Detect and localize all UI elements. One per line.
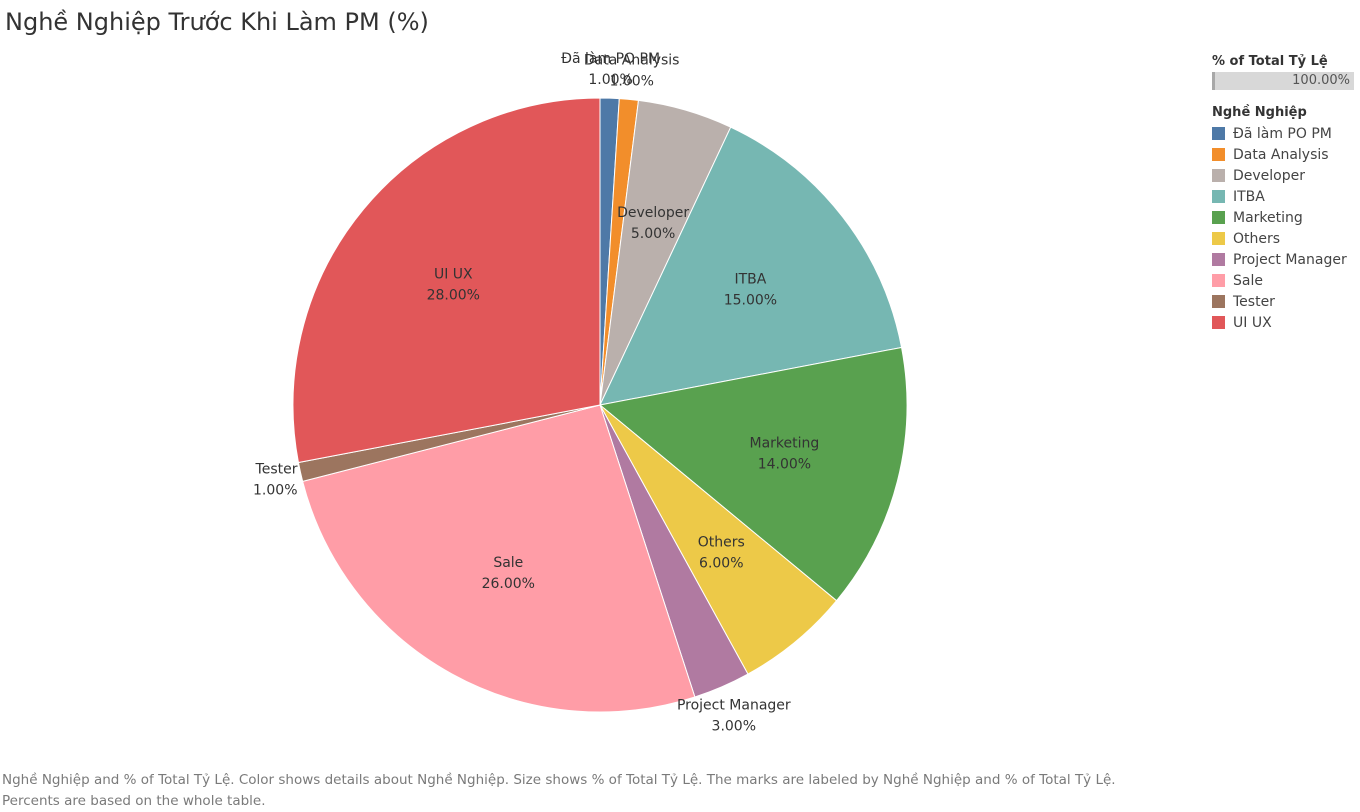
slice-label-value: 5.00% — [631, 226, 675, 242]
slice-label-name: UI UX — [434, 267, 473, 283]
legend-label: Sale — [1233, 272, 1263, 289]
slice-label-value: 3.00% — [712, 718, 756, 734]
color-legend-header: Nghề Nghiệp — [1212, 105, 1307, 120]
slice-label: Sale 26.00% — [482, 555, 535, 592]
caption-line-2: Percents are based on the whole table. — [2, 793, 266, 809]
slice-label-name: Others — [698, 535, 745, 551]
size-legend-header: % of Total Tỷ Lệ — [1212, 54, 1328, 69]
slice-label-name: Marketing — [750, 435, 820, 451]
legend-swatch — [1212, 148, 1225, 161]
legend-swatch — [1212, 169, 1225, 182]
size-legend-bar: 100.00% — [1212, 72, 1354, 90]
slice-label-value: 6.00% — [699, 556, 743, 572]
slice-label: Đã làm PO PM 1.00% — [561, 51, 660, 88]
caption-line-1: Nghề Nghiệp and % of Total Tỷ Lệ. Color … — [2, 772, 1116, 788]
slice-label-value: 1.00% — [588, 72, 632, 88]
legend-item[interactable]: Sale — [1212, 270, 1360, 291]
slice-label-name: Data Analysis — [584, 53, 680, 69]
pie-slice[interactable] — [599, 126, 903, 406]
pie-slice[interactable] — [292, 97, 601, 464]
slice-label: Project Manager 3.00% — [677, 697, 791, 734]
slice-labels: Đã làm PO PM 1.00% Data Analysis 1.00% Devel… — [253, 51, 819, 734]
pie-chart: Đã làm PO PM 1.00% Data Analysis 1.00% Devel… — [253, 51, 908, 734]
legend-swatch — [1212, 127, 1225, 140]
slice-label: Others 6.00% — [698, 535, 745, 572]
legend-label: Marketing — [1233, 209, 1303, 226]
legend-item[interactable]: Project Manager — [1212, 249, 1360, 270]
slice-label-value: 26.00% — [482, 576, 535, 592]
legend-swatch — [1212, 190, 1225, 203]
slice-label: Tester 1.00% — [253, 462, 298, 499]
legend-swatch — [1212, 295, 1225, 308]
legend-swatch — [1212, 316, 1225, 329]
legend-swatch — [1212, 232, 1225, 245]
legend-label: Others — [1233, 230, 1281, 247]
legend-item[interactable]: Others — [1212, 228, 1360, 249]
pie-slice[interactable] — [598, 346, 908, 602]
caption: Nghề Nghiệp and % of Total Tỷ Lệ. Color … — [2, 770, 1116, 812]
legend-label: UI UX — [1233, 314, 1272, 331]
slice-label: Data Analysis 1.00% — [584, 53, 680, 90]
legend-item[interactable]: Data Analysis — [1212, 144, 1360, 165]
slice-label-name: Developer — [617, 205, 689, 221]
slice-label-name: Đã làm PO PM — [561, 51, 660, 67]
legend-item[interactable]: Tester — [1212, 291, 1360, 312]
legend-label: Developer — [1233, 167, 1306, 184]
slice-label-value: 28.00% — [427, 288, 480, 304]
chart-title: Nghề Nghiệp Trước Khi Làm PM (%) — [5, 8, 429, 36]
legend-label: Data Analysis — [1233, 146, 1329, 163]
legend: % of Total Tỷ Lệ 100.00% Nghề Nghiệp Đã … — [1212, 54, 1360, 333]
slice-label-value: 1.00% — [253, 483, 297, 499]
slice-label-name: Sale — [493, 555, 523, 571]
legend-label: Project Manager — [1233, 251, 1347, 268]
legend-item[interactable]: UI UX — [1212, 312, 1360, 333]
slice-label-name: ITBA — [734, 271, 766, 287]
slice-label-value: 15.00% — [724, 292, 777, 308]
legend-label: Tester — [1233, 293, 1275, 310]
legend-label: ITBA — [1233, 188, 1265, 205]
pie-slice[interactable] — [302, 404, 696, 713]
size-legend-value: 100.00% — [1292, 73, 1350, 88]
slice-label-value: 14.00% — [758, 456, 811, 472]
slice-label: Developer 5.00% — [617, 205, 689, 242]
slice-label-name: Tester — [255, 462, 298, 478]
color-legend-list: Đã làm PO PM Data Analysis Developer ITBA Ma… — [1212, 123, 1360, 333]
legend-item[interactable]: Đã làm PO PM — [1212, 123, 1360, 144]
legend-item[interactable]: ITBA — [1212, 186, 1360, 207]
slice-label: UI UX 28.00% — [427, 267, 480, 304]
slice-label-value: 1.00% — [609, 74, 653, 90]
legend-swatch — [1212, 274, 1225, 287]
legend-item[interactable]: Marketing — [1212, 207, 1360, 228]
legend-swatch — [1212, 211, 1225, 224]
legend-label: Đã làm PO PM — [1233, 125, 1332, 142]
slice-label: ITBA 15.00% — [724, 271, 777, 308]
slice-label-name: Project Manager — [677, 697, 791, 713]
legend-swatch — [1212, 253, 1225, 266]
slice-label: Marketing 14.00% — [750, 435, 820, 472]
legend-item[interactable]: Developer — [1212, 165, 1360, 186]
